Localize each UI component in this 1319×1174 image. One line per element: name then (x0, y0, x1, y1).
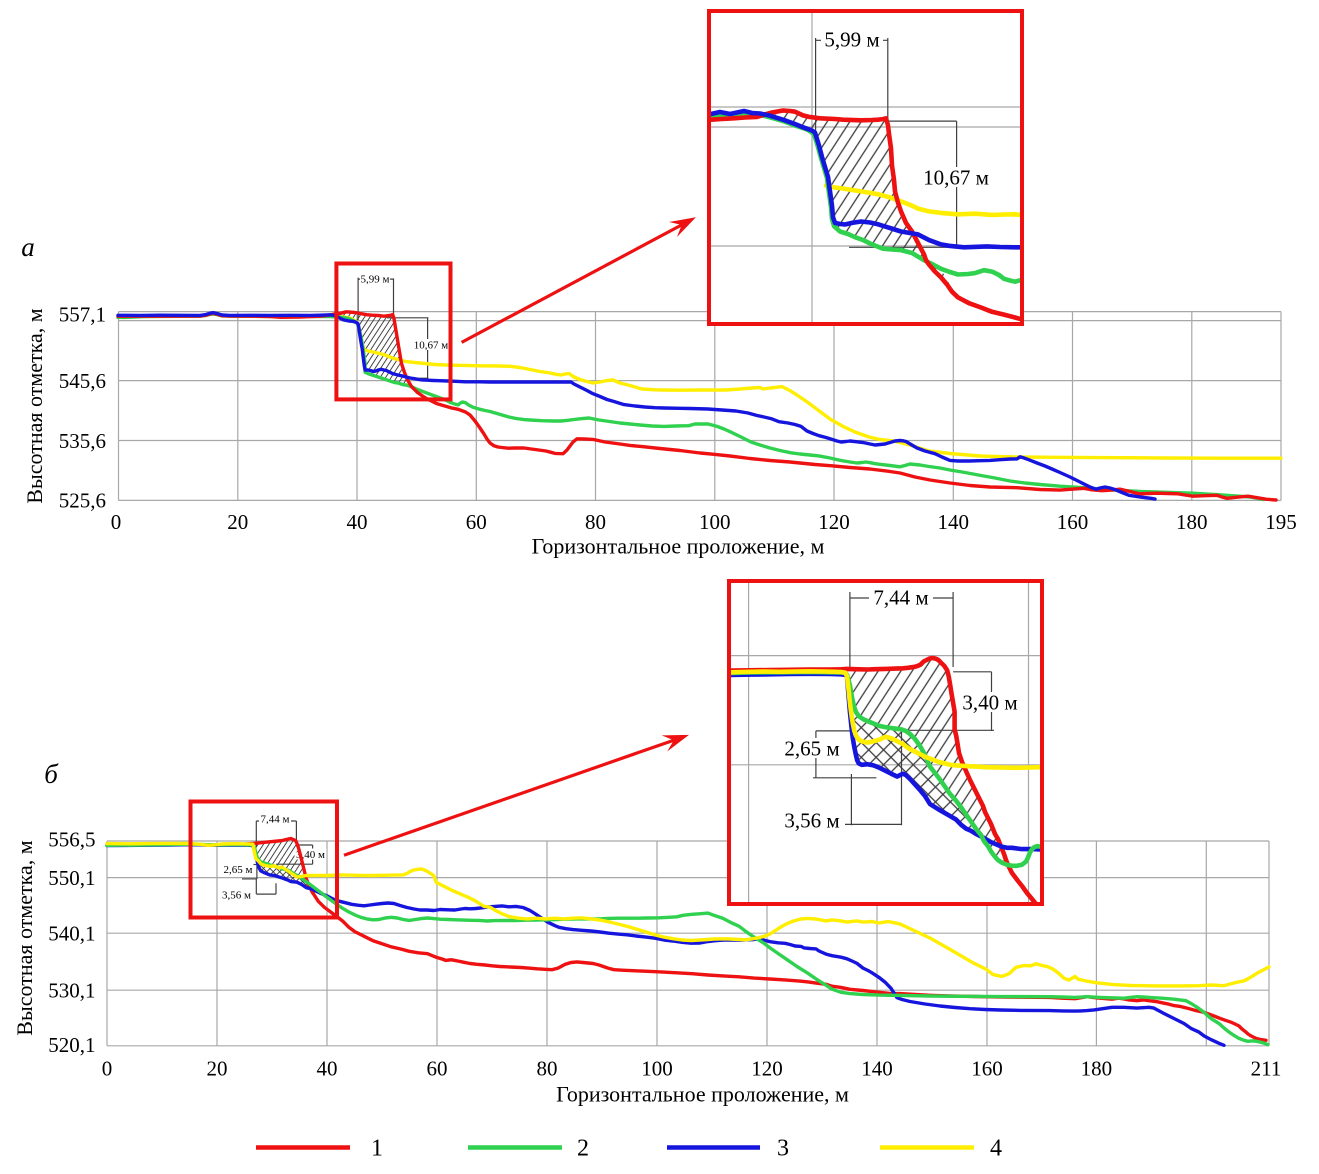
svg-text:80: 80 (585, 510, 606, 534)
svg-text:1: 1 (371, 1136, 383, 1162)
svg-text:20: 20 (207, 1057, 228, 1081)
svg-text:3,40 м: 3,40 м (962, 690, 1017, 714)
svg-text:a: a (21, 232, 35, 262)
svg-text:10,67 м: 10,67 м (923, 165, 989, 189)
svg-text:60: 60 (466, 510, 487, 534)
svg-text:100: 100 (699, 510, 731, 534)
svg-text:Высотная отметка, м: Высотная отметка, м (22, 308, 47, 503)
svg-text:3,56 м: 3,56 м (222, 890, 251, 902)
svg-text:550,1: 550,1 (48, 866, 95, 890)
svg-text:520,1: 520,1 (48, 1033, 95, 1057)
svg-text:540,1: 540,1 (48, 922, 95, 946)
svg-text:5,99 м: 5,99 м (361, 274, 390, 286)
svg-text:40: 40 (347, 510, 368, 534)
svg-text:2: 2 (577, 1136, 589, 1162)
svg-text:160: 160 (1057, 510, 1089, 534)
svg-text:530,1: 530,1 (48, 979, 95, 1003)
svg-text:7,44 м: 7,44 м (873, 585, 928, 609)
svg-text:0: 0 (102, 1057, 113, 1081)
svg-text:2,65 м: 2,65 м (224, 864, 253, 876)
svg-text:2,65 м: 2,65 м (784, 736, 839, 760)
svg-text:535,6: 535,6 (59, 429, 106, 453)
svg-text:5,99 м: 5,99 м (824, 27, 879, 51)
svg-text:20: 20 (227, 510, 248, 534)
svg-text:557,1: 557,1 (59, 302, 106, 326)
svg-text:525,6: 525,6 (59, 489, 106, 513)
svg-text:3: 3 (777, 1136, 789, 1162)
svg-text:556,5: 556,5 (48, 827, 95, 851)
svg-text:140: 140 (938, 510, 970, 534)
svg-text:10,67 м: 10,67 м (414, 339, 449, 351)
svg-text:140: 140 (861, 1057, 893, 1081)
svg-text:Горизонтальное проложение, м: Горизонтальное проложение, м (556, 1082, 849, 1107)
svg-text:3,56 м: 3,56 м (784, 808, 839, 832)
svg-text:80: 80 (537, 1057, 558, 1081)
svg-text:3,40 м: 3,40 м (296, 849, 325, 861)
svg-text:180: 180 (1176, 510, 1208, 534)
svg-text:120: 120 (751, 1057, 783, 1081)
svg-text:Горизонтальное проложение, м: Горизонтальное проложение, м (532, 534, 825, 559)
svg-text:120: 120 (818, 510, 850, 534)
svg-text:0: 0 (111, 510, 122, 534)
svg-text:160: 160 (971, 1057, 1003, 1081)
svg-text:211: 211 (1251, 1057, 1282, 1081)
svg-text:60: 60 (427, 1057, 448, 1081)
svg-text:б: б (44, 759, 59, 789)
svg-text:180: 180 (1081, 1057, 1113, 1081)
svg-text:Высотная отметка, м: Высотная отметка, м (12, 840, 37, 1035)
svg-text:40: 40 (317, 1057, 338, 1081)
svg-text:100: 100 (641, 1057, 673, 1081)
svg-text:545,6: 545,6 (59, 369, 106, 393)
svg-text:195: 195 (1265, 510, 1297, 534)
svg-text:7,44 м: 7,44 м (261, 813, 290, 825)
svg-text:4: 4 (990, 1136, 1002, 1162)
